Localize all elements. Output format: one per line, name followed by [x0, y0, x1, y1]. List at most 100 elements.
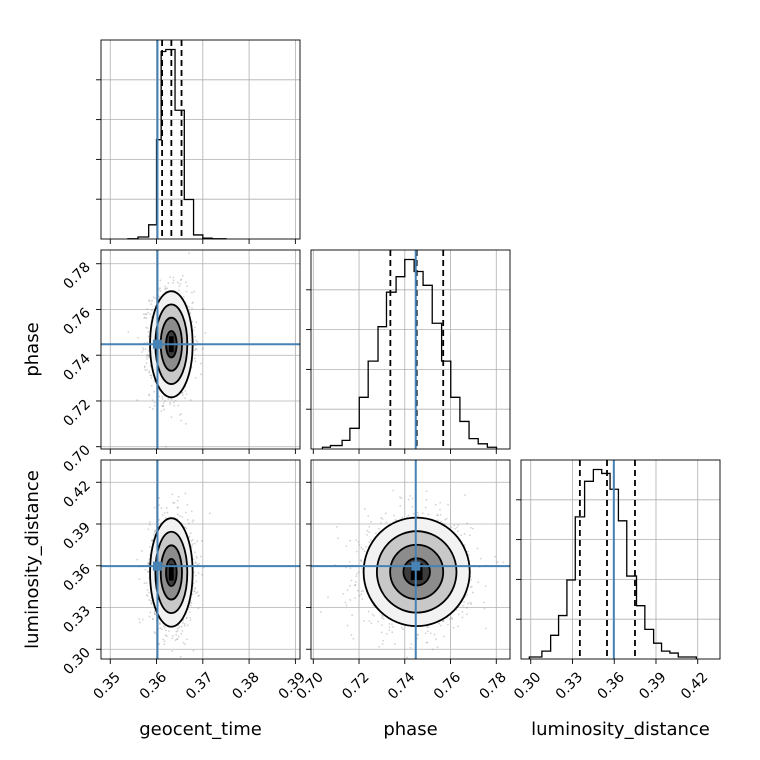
sample-point [394, 643, 396, 645]
sample-point [185, 638, 188, 641]
sample-point [355, 581, 357, 583]
sample-point [195, 555, 198, 558]
sample-point [160, 410, 163, 412]
sample-point [161, 395, 164, 398]
sample-point [146, 368, 148, 371]
sample-point [194, 561, 197, 564]
sample-point [336, 526, 338, 528]
y-tick-label: 0.30 [60, 645, 93, 678]
sample-point [148, 393, 151, 396]
sample-point [163, 626, 166, 629]
sample-point [460, 664, 462, 666]
sample-point [136, 399, 139, 402]
sample-point [154, 529, 157, 532]
sample-point [380, 631, 383, 634]
sample-point [184, 390, 187, 392]
sample-point [163, 640, 166, 643]
sample-point [346, 624, 349, 627]
sample-point [193, 590, 195, 593]
y-tick-label: 0.72 [60, 396, 93, 429]
sample-point [382, 639, 385, 642]
sample-point [463, 533, 466, 535]
sample-point [176, 281, 179, 284]
density-peak [169, 564, 174, 581]
sample-point [425, 625, 428, 628]
sample-point [411, 497, 414, 500]
sample-point [185, 285, 188, 288]
sample-point [180, 278, 183, 281]
sample-point [188, 535, 191, 538]
x-tick-label: 0.72 [339, 669, 372, 702]
sample-point [469, 526, 472, 529]
panel-frame [100, 459, 301, 660]
y-tick-label: 0.36 [60, 561, 93, 594]
sample-point [388, 623, 391, 625]
sample-point [502, 561, 505, 564]
sample-point [150, 599, 152, 602]
sample-point [388, 629, 391, 631]
sample-point [179, 283, 182, 285]
sample-point [342, 592, 345, 595]
sample-point [193, 542, 196, 545]
sample-point [136, 558, 139, 561]
truth-marker [411, 561, 421, 571]
sample-point [142, 346, 144, 349]
sample-point [194, 377, 197, 379]
sample-point [186, 624, 189, 627]
x-axis-label-phase: phase [383, 719, 437, 740]
sample-point [147, 331, 150, 333]
sample-point [357, 589, 359, 592]
sample-point [348, 584, 351, 587]
x-tick-label: 0.36 [594, 669, 627, 702]
sample-point [159, 623, 161, 626]
y-tick-label: 0.33 [60, 603, 93, 636]
sample-point [192, 301, 194, 304]
sample-point [411, 505, 414, 508]
sample-point [172, 281, 175, 284]
sample-point [195, 339, 197, 342]
sample-point [186, 616, 189, 619]
sample-point [158, 504, 161, 506]
sample-point [401, 516, 404, 519]
sample-point [178, 414, 181, 416]
sample-point [364, 545, 367, 548]
sample-point [162, 638, 164, 641]
density-panel-geocent_time-luminosity_distance: 0.35 0.36 0.37 0.38 0.390.300.330.360.390.42 [60, 459, 309, 703]
sample-point [179, 655, 182, 658]
sample-point [399, 505, 402, 507]
sample-point [346, 589, 349, 592]
sample-point [158, 622, 161, 624]
sample-point [443, 666, 445, 668]
sample-point [385, 632, 388, 635]
sample-point [366, 529, 369, 532]
sample-point [127, 330, 130, 333]
sample-point [161, 628, 163, 631]
sample-point [369, 539, 372, 541]
sample-point [145, 362, 148, 365]
sample-point [180, 412, 183, 415]
sample-point [145, 582, 148, 584]
sample-point [208, 512, 211, 515]
y-tick-label: 0.78 [60, 259, 93, 292]
sample-point [143, 317, 146, 320]
sample-point [146, 308, 148, 311]
sample-point [193, 590, 196, 593]
sample-point [450, 616, 453, 619]
sample-point [464, 494, 466, 496]
sample-point [461, 616, 464, 619]
sample-point [184, 526, 186, 528]
sample-point [161, 405, 164, 407]
sample-point [191, 320, 194, 323]
sample-point [148, 521, 151, 524]
sample-point [388, 626, 391, 629]
sample-point [196, 540, 199, 542]
sample-point [352, 637, 355, 640]
sample-point [151, 399, 154, 402]
sample-point [457, 524, 460, 527]
sample-point [494, 555, 496, 558]
sample-point [165, 629, 167, 632]
sample-point [159, 287, 161, 290]
y-tick-label: 0.74 [60, 351, 93, 384]
sample-point [159, 627, 162, 629]
sample-point [176, 506, 179, 509]
